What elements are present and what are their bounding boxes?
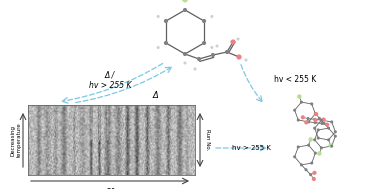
Point [329,145,335,148]
Point [324,123,330,126]
Point [295,119,301,122]
Point [236,56,242,59]
Point [312,138,318,141]
Point [306,144,312,147]
Point [201,19,207,22]
Point [163,19,169,22]
Point [224,50,230,53]
Point [182,0,188,1]
Point [303,121,309,124]
Text: 2θ: 2θ [107,188,116,189]
Point [243,58,249,61]
Point [312,118,318,121]
Point [316,117,322,120]
Text: hv < 255 K: hv < 255 K [274,75,316,84]
Point [308,173,314,176]
Point [312,152,318,155]
Point [308,138,314,141]
Text: Run No.: Run No. [205,129,210,151]
Point [316,152,322,155]
Point [296,95,302,98]
Point [329,120,335,123]
Point [298,163,304,166]
Point [210,53,216,57]
Point [298,101,304,104]
Point [230,40,236,43]
Point [182,61,188,64]
Point [305,117,311,120]
Point [292,155,298,158]
Point [332,135,338,138]
Text: hv > 255 K: hv > 255 K [232,145,271,151]
Point [319,119,325,122]
Point [303,168,309,171]
Point [326,127,332,130]
Point [196,57,202,60]
Point [326,138,332,141]
Point [309,102,315,105]
Point [192,67,198,70]
Text: Δ /
hv > 255 K: Δ / hv > 255 K [89,70,131,90]
Point [214,44,220,47]
Point [312,121,318,124]
Point [182,9,188,12]
Point [209,15,215,18]
Point [292,109,298,112]
Point [295,146,301,149]
Point [182,0,188,2]
Point [209,46,215,49]
Point [321,122,327,125]
Point [332,130,338,133]
Point [312,127,318,130]
Point [155,15,161,18]
Point [328,144,334,147]
Point [182,0,188,1]
Point [155,46,161,49]
Text: Δ: Δ [152,91,158,99]
Point [300,116,306,119]
Point [315,129,321,132]
Point [182,53,188,56]
Point [311,171,317,174]
Point [311,177,317,180]
Point [321,118,327,121]
Point [312,112,318,115]
Point [306,120,312,123]
Point [309,162,315,165]
Point [201,42,207,45]
Point [235,37,241,40]
Point [315,136,321,139]
Point [319,122,325,125]
Point [163,42,169,45]
Point [313,112,319,115]
Point [319,146,325,149]
Point [313,119,319,122]
Text: Decreasing
temperature: Decreasing temperature [11,123,21,157]
